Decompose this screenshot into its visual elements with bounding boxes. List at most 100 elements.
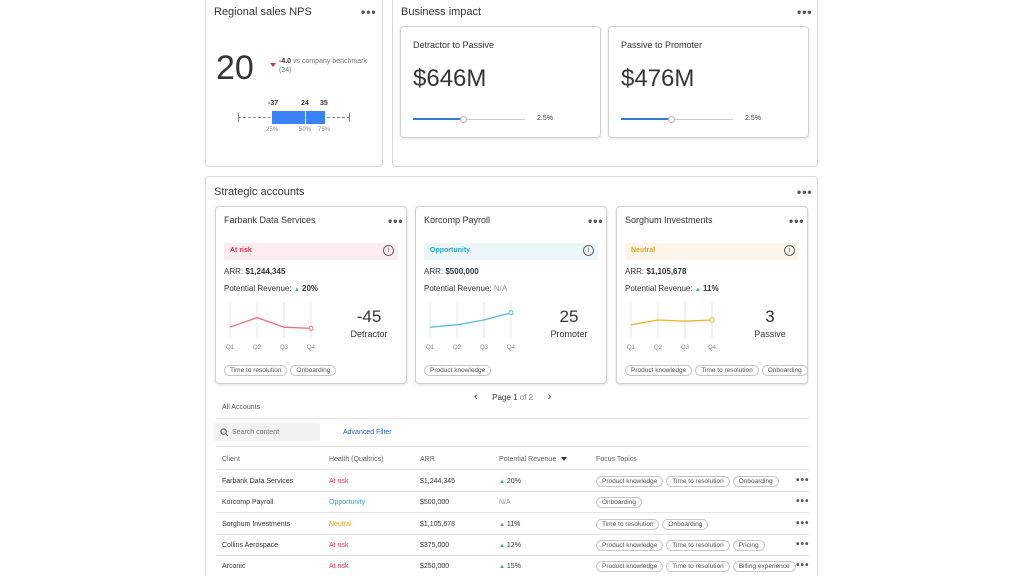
- row-more-menu[interactable]: •••: [796, 475, 810, 486]
- trend-quarter-label: Q3: [681, 345, 690, 351]
- sort-down-icon[interactable]: [561, 457, 568, 462]
- boxplot-left-cap: [238, 113, 239, 122]
- account-potential-revenue: Potential Revenue: ▲ 11%: [625, 284, 719, 293]
- topic-tag[interactable]: Time to resolution: [666, 539, 730, 551]
- account-score: -45: [356, 307, 382, 326]
- boxplot-label-median: 24: [301, 100, 309, 107]
- pagination: ‹ Page 1 of 2 ›: [474, 391, 551, 403]
- impact-slider[interactable]: [413, 116, 525, 124]
- business-impact-panel: Business impact ••• Detractor to Passive…: [392, 0, 818, 167]
- potential-label: Potential Revenue:: [424, 284, 492, 293]
- topic-tag[interactable]: Pricing: [732, 539, 765, 551]
- pagination-prev-button[interactable]: ‹: [474, 391, 478, 403]
- account-more-menu[interactable]: •••: [388, 214, 404, 228]
- topic-tag[interactable]: Time to resolution: [666, 476, 730, 487]
- topic-tag[interactable]: Product knowledge: [596, 561, 664, 573]
- nps-delta-value: -4.0: [279, 58, 292, 65]
- table-row[interactable]: Korcomp Payroll Opportunity $500,000 N/A…: [216, 492, 810, 514]
- cell-client: Sorghum Investments: [222, 520, 291, 528]
- impact-card-pct: 2.5%: [745, 115, 761, 122]
- account-more-menu[interactable]: •••: [588, 214, 604, 228]
- row-more-menu[interactable]: •••: [796, 538, 810, 550]
- info-icon[interactable]: i: [583, 245, 594, 256]
- row-more-menu[interactable]: •••: [796, 517, 810, 529]
- account-more-menu[interactable]: •••: [789, 214, 805, 228]
- topic-tag[interactable]: Onboarding: [761, 365, 808, 376]
- cell-potential: ▲ 11%: [499, 521, 520, 528]
- account-score-label: Passive: [754, 329, 786, 339]
- impact-card-passive-to-promoter: Passive to Promoter $476M 2.5%: [608, 26, 809, 138]
- account-status: Opportunity: [430, 247, 471, 254]
- strategic-more-menu[interactable]: •••: [797, 185, 813, 199]
- impact-slider-fill: [621, 118, 672, 120]
- pagination-next-button[interactable]: ›: [547, 391, 552, 403]
- trend-up-icon: ▲: [499, 521, 505, 528]
- impact-card-title: Passive to Promoter: [621, 40, 703, 50]
- account-card[interactable]: Korcomp Payroll ••• Opportunity i ARR: $…: [415, 206, 607, 384]
- info-icon[interactable]: i: [383, 245, 394, 256]
- account-card[interactable]: Sorghum Investments ••• Neutral i ARR: $…: [616, 206, 808, 384]
- header-focus-topics[interactable]: Focus Topics: [596, 456, 637, 463]
- impact-slider[interactable]: [621, 116, 733, 124]
- table-row[interactable]: Sorghum Investments Neutral $1,105,678 ▲…: [216, 514, 809, 535]
- cell-potential-value: N/A: [499, 499, 511, 507]
- topic-tag[interactable]: Time to resolution: [666, 561, 730, 573]
- table-row[interactable]: Arconic At risk $250,000 ▲ 15% Product k…: [216, 556, 809, 576]
- account-card[interactable]: Farbank Data Services ••• At risk i ARR:…: [215, 206, 407, 384]
- business-impact-title: Business impact: [401, 6, 482, 18]
- topic-tag[interactable]: Product knowledge: [596, 539, 664, 551]
- header-health[interactable]: Health (Qualtrics): [329, 456, 384, 463]
- topic-tag[interactable]: Product knowledge: [596, 476, 664, 487]
- topic-tag[interactable]: Onboarding: [596, 497, 642, 509]
- header-arr[interactable]: ARR: [420, 456, 435, 463]
- business-impact-more-menu[interactable]: •••: [797, 5, 813, 19]
- potential-label: Potential Revenue:: [625, 284, 693, 293]
- info-icon[interactable]: i: [784, 245, 795, 256]
- arr-value: $500,000: [445, 267, 479, 276]
- potential-value: N/A: [493, 284, 508, 293]
- arr-label: ARR:: [224, 267, 244, 276]
- table-row[interactable]: Farbank Data Services At risk $1,244,345…: [216, 471, 809, 492]
- header-potential-revenue[interactable]: Potential Revenue: [499, 456, 568, 463]
- account-potential-revenue: Potential Revenue: N/A: [424, 284, 507, 293]
- account-potential-revenue: Potential Revenue: ▲ 20%: [224, 284, 318, 293]
- row-more-menu[interactable]: •••: [796, 496, 810, 508]
- cell-potential-value: 20%: [506, 478, 521, 485]
- impact-slider-fill: [413, 118, 464, 120]
- cell-potential-value: 12%: [506, 541, 521, 549]
- table-row[interactable]: Collins Aerospace At risk $375,000 ▲ 12%…: [216, 535, 809, 556]
- search-box[interactable]: [214, 423, 320, 441]
- account-score: 25: [559, 307, 579, 326]
- trend-up-icon: ▲: [499, 542, 505, 549]
- topic-tag[interactable]: Time to resolution: [224, 365, 288, 376]
- impact-card-detractor-to-passive: Detractor to Passive $646M 2.5%: [400, 26, 601, 138]
- impact-slider-knob[interactable]: [668, 116, 676, 123]
- topic-tag[interactable]: Product knowledge: [424, 365, 492, 376]
- search-input[interactable]: [232, 426, 316, 438]
- account-arr: ARR: $1,105,678: [625, 267, 686, 276]
- nps-panel: Regional sales NPS ••• 20 -4.0 vs compan…: [205, 0, 383, 167]
- cell-topics: Time to resolution Onboarding: [596, 518, 711, 530]
- cell-arr: $500,000: [420, 499, 450, 507]
- topic-tag[interactable]: Onboarding: [732, 476, 779, 487]
- trend-line: [229, 316, 312, 330]
- nps-delta-down-icon: [270, 63, 276, 67]
- impact-slider-knob[interactable]: [460, 116, 468, 123]
- row-more-menu[interactable]: •••: [796, 560, 810, 572]
- advanced-filter-link[interactable]: Advanced Filter: [343, 429, 392, 436]
- topic-tag[interactable]: Onboarding: [662, 518, 709, 530]
- cell-health: Neutral: [329, 520, 352, 528]
- topic-tag[interactable]: Time to resolution: [695, 365, 759, 376]
- boxplot-box-upper: [306, 111, 325, 124]
- account-score-label: Detractor: [350, 329, 388, 339]
- topic-tag[interactable]: Product knowledge: [625, 365, 693, 376]
- nps-more-menu[interactable]: •••: [361, 5, 377, 19]
- trend-line: [630, 319, 713, 326]
- topic-tag[interactable]: Billing experience: [732, 561, 796, 573]
- topic-tag[interactable]: Onboarding: [290, 365, 337, 376]
- account-name: Farbank Data Services: [224, 215, 316, 225]
- potential-value: 11%: [703, 284, 719, 293]
- topic-tag[interactable]: Time to resolution: [596, 518, 660, 530]
- header-client[interactable]: Client: [222, 456, 240, 463]
- account-tags: Product knowledge: [424, 363, 494, 376]
